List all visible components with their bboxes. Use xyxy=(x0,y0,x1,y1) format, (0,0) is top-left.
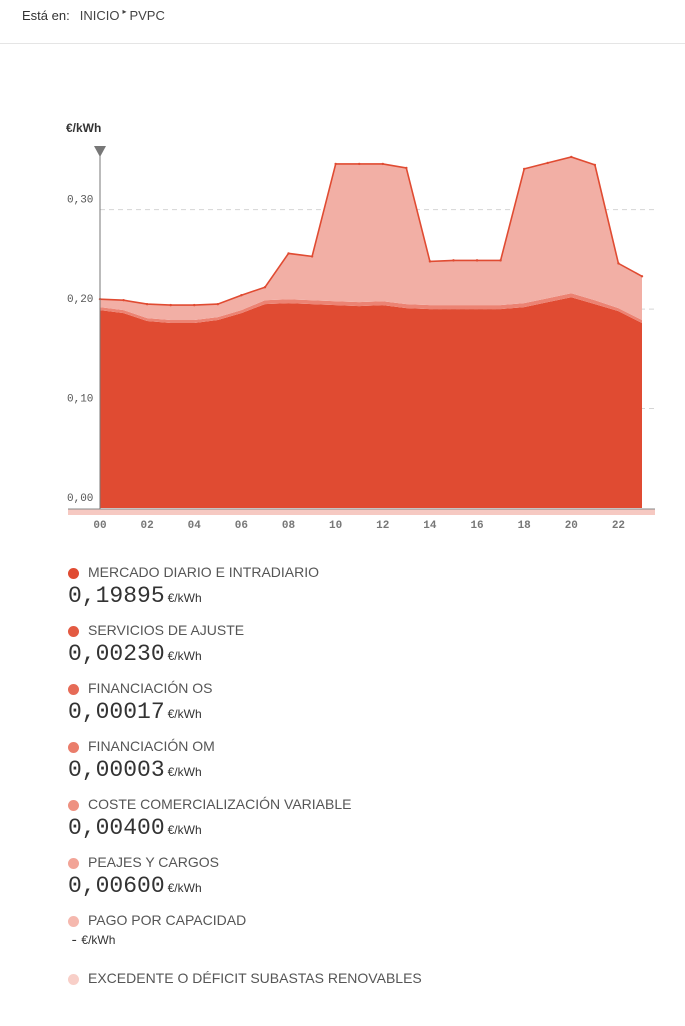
legend-label: FINANCIACIÓN OS xyxy=(88,680,213,696)
legend-color-dot xyxy=(68,742,79,753)
data-point-12 xyxy=(381,162,384,166)
breadcrumb-item-pvpc[interactable]: PVPC xyxy=(129,8,165,23)
legend-item[interactable]: FINANCIACIÓN OS 0,00017 €/kWh xyxy=(68,678,668,736)
price-area-chart: €/kWh 0,00 0,10 0,20 0,30 00 02 04 06 08 10 12 14 16 1… xyxy=(66,121,655,532)
total-price-line xyxy=(99,156,643,306)
breadcrumb-item-inicio[interactable]: INICIO xyxy=(79,8,120,23)
x-tick-label-4: 08 xyxy=(282,520,296,532)
data-point-2 xyxy=(145,302,149,306)
x-tick-label-6: 12 xyxy=(376,520,389,532)
legend-label: COSTE COMERCIALIZACIÓN VARIABLE xyxy=(88,796,352,812)
legend-unit: €/kWh xyxy=(167,881,202,895)
x-tick-label-0: 00 xyxy=(93,520,106,532)
x-tick-label-5: 10 xyxy=(329,520,342,532)
data-point-7 xyxy=(263,286,267,289)
breadcrumb-prefix: Está en: xyxy=(22,8,70,23)
legend-unit: €/kWh xyxy=(167,765,202,779)
legend-unit: €/kWh xyxy=(167,823,202,837)
header-divider xyxy=(0,43,685,44)
data-point-11 xyxy=(358,162,361,166)
legend-unit: €/kWh xyxy=(167,649,202,663)
legend-label: EXCEDENTE O DÉFICIT SUBASTAS RENOVABLES xyxy=(88,970,422,986)
data-point-3 xyxy=(169,303,172,307)
legend-item[interactable]: EXCEDENTE O DÉFICIT SUBASTAS RENOVABLES xyxy=(68,968,668,1026)
legend-value: - xyxy=(70,933,79,949)
data-point-16 xyxy=(475,259,479,262)
x-tick-label-2: 04 xyxy=(188,520,202,532)
chart-legend: MERCADO DIARIO E INTRADIARIO 0,19895 €/kWh… xyxy=(68,562,668,1026)
legend-unit: €/kWh xyxy=(167,591,202,605)
y-tick-label-0: 0,00 xyxy=(67,493,93,505)
legend-color-dot xyxy=(68,626,79,637)
x-tick-label-9: 18 xyxy=(518,520,532,532)
x-tick-label-3: 06 xyxy=(235,520,248,532)
legend-label: SERVICIOS DE AJUSTE xyxy=(88,622,245,638)
area-2 xyxy=(100,157,642,320)
data-point-22 xyxy=(617,262,620,265)
data-point-15 xyxy=(452,259,455,262)
legend-value: 0,00230 xyxy=(68,641,165,667)
data-point-10 xyxy=(334,162,337,166)
legend-value-row: 0,00230 €/kWh xyxy=(68,641,202,667)
legend-label: PEAJES Y CARGOS xyxy=(88,854,219,870)
y-tick-label-1: 0,10 xyxy=(67,394,93,406)
data-point-14 xyxy=(428,260,432,263)
area-1 xyxy=(100,293,642,323)
legend-value-row: - €/kWh xyxy=(68,931,115,949)
legend-value: 0,00003 xyxy=(68,757,165,783)
y-axis-title: €/kWh xyxy=(66,121,101,135)
legend-value-row: 0,00400 €/kWh xyxy=(68,815,202,841)
legend-unit: €/kWh xyxy=(81,933,116,947)
legend-value: 0,00400 xyxy=(68,815,165,841)
data-point-21 xyxy=(593,163,597,167)
data-point-20 xyxy=(570,155,573,159)
legend-value-row: 0,19895 €/kWh xyxy=(68,583,202,609)
legend-value-row: 0,00017 €/kWh xyxy=(68,699,202,725)
x-tick-label-8: 16 xyxy=(470,520,483,532)
legend-value: 0,00600 xyxy=(68,873,165,899)
data-point-17 xyxy=(499,259,502,262)
data-point-18 xyxy=(522,167,526,171)
data-point-13 xyxy=(405,166,408,170)
data-point-19 xyxy=(546,161,549,165)
legend-label: FINANCIACIÓN OM xyxy=(88,738,215,754)
data-point-9 xyxy=(310,255,314,258)
data-point-8 xyxy=(287,252,290,255)
legend-value: 0,19895 xyxy=(68,583,165,609)
legend-item[interactable]: FINANCIACIÓN OM 0,00003 €/kWh xyxy=(68,736,668,794)
data-point-4 xyxy=(193,303,196,307)
data-point-1 xyxy=(122,298,125,302)
breadcrumb-separator-icon: ▸ xyxy=(122,7,127,16)
legend-item[interactable]: SERVICIOS DE AJUSTE 0,00230 €/kWh xyxy=(68,620,668,678)
legend-color-dot xyxy=(68,684,79,695)
data-point-23 xyxy=(640,275,644,278)
legend-color-dot xyxy=(68,800,79,811)
y-tick-label-3: 0,30 xyxy=(67,195,93,207)
legend-unit: €/kWh xyxy=(167,707,202,721)
breadcrumb: Está en: INICIO ▸ PVPC xyxy=(22,7,165,23)
area-0 xyxy=(100,297,642,508)
legend-item[interactable]: COSTE COMERCIALIZACIÓN VARIABLE 0,00400 €/… xyxy=(68,794,668,852)
x-tick-label-10: 20 xyxy=(565,520,578,532)
legend-color-dot xyxy=(68,974,79,985)
legend-item[interactable]: PEAJES Y CARGOS 0,00600 €/kWh xyxy=(68,852,668,910)
x-axis-band xyxy=(68,509,655,515)
legend-item[interactable]: PAGO POR CAPACIDAD - €/kWh xyxy=(68,910,668,968)
legend-color-dot xyxy=(68,858,79,869)
legend-label: MERCADO DIARIO E INTRADIARIO xyxy=(88,564,320,580)
x-tick-label-11: 22 xyxy=(612,520,625,532)
data-point-5 xyxy=(216,302,220,306)
cursor-marker-icon xyxy=(94,146,106,157)
legend-value-row: 0,00600 €/kWh xyxy=(68,873,202,899)
legend-item[interactable]: MERCADO DIARIO E INTRADIARIO 0,19895 €/kWh xyxy=(68,562,668,620)
legend-value: 0,00017 xyxy=(68,699,165,725)
y-tick-label-2: 0,20 xyxy=(67,294,93,306)
legend-color-dot xyxy=(68,568,79,579)
legend-label: PAGO POR CAPACIDAD xyxy=(88,912,247,928)
data-point-6 xyxy=(240,293,243,297)
x-tick-label-7: 14 xyxy=(423,520,437,532)
legend-color-dot xyxy=(68,916,79,927)
x-tick-label-1: 02 xyxy=(141,520,154,532)
legend-value-row: 0,00003 €/kWh xyxy=(68,757,202,783)
